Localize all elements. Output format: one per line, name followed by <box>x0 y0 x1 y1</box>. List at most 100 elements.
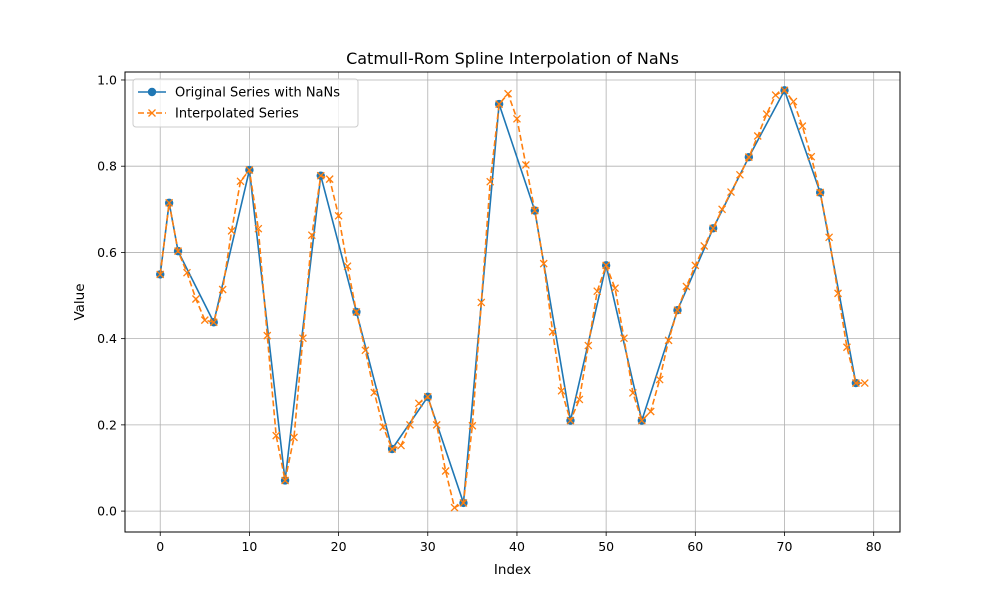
interpolated-data-point <box>611 284 620 293</box>
interpolated-data-point <box>432 420 441 429</box>
interpolated-data-point <box>834 289 842 298</box>
x-tick-label: 80 <box>866 539 882 554</box>
interpolated-data-point <box>539 259 548 268</box>
interpolated-data-point <box>486 177 495 186</box>
interpolated-data-point <box>316 171 325 180</box>
chart-title: Catmull-Rom Spline Interpolation of NaNs <box>346 49 679 68</box>
interpolated-data-point <box>557 386 566 395</box>
x-tick-label: 0 <box>156 539 164 554</box>
x-tick-label: 60 <box>687 539 703 554</box>
interpolated-data-point <box>379 423 388 431</box>
interpolated-data-point <box>200 316 209 325</box>
interpolated-data-point <box>174 247 183 256</box>
interpolated-data-point <box>593 287 602 296</box>
interpolated-data-point <box>798 122 807 131</box>
interpolated-data-point <box>272 431 281 440</box>
interpolated-data-point <box>352 307 361 316</box>
interpolated-series-line <box>159 89 865 509</box>
interpolated-data-point <box>700 241 709 250</box>
interpolated-data-point <box>191 295 200 303</box>
interpolated-data-point <box>290 433 298 442</box>
legend-label: Interpolated Series <box>175 107 299 122</box>
interpolated-data-point <box>655 375 664 384</box>
y-axis-title: Value <box>72 283 88 320</box>
series-layer <box>156 86 869 512</box>
interpolated-data-point <box>718 205 727 214</box>
interpolated-data-point <box>673 306 682 315</box>
interpolated-data-point <box>816 188 825 197</box>
legend-marker <box>148 109 156 117</box>
x-tick-label: 20 <box>331 539 347 554</box>
interpolated-data-point <box>727 188 735 197</box>
x-axis-title: Index <box>494 562 531 578</box>
interpolated-data-point <box>646 407 655 416</box>
interpolated-data-point <box>637 416 646 425</box>
interpolated-data-point <box>664 336 673 345</box>
legend: Original Series with NaNs Interpolated Se… <box>132 78 359 128</box>
interpolated-data-point <box>227 226 236 235</box>
interpolated-data-point <box>414 399 423 408</box>
legend-marker <box>147 87 157 97</box>
interpolated-data-point <box>495 100 504 109</box>
x-tick-label: 40 <box>509 539 525 554</box>
interpolated-data-point <box>361 346 370 355</box>
interpolated-data-point <box>183 268 191 277</box>
interpolated-data-point <box>521 160 530 169</box>
x-tick-label: 50 <box>598 539 614 554</box>
y-tick-label: 0.6 <box>97 245 117 260</box>
interpolated-data-point <box>842 343 851 352</box>
interpolated-data-point <box>691 261 700 270</box>
interpolated-data-point <box>851 379 860 388</box>
interpolated-data-point <box>298 334 307 343</box>
x-tick-label: 70 <box>777 539 793 554</box>
grid <box>125 72 900 532</box>
interpolated-data-point <box>620 334 628 343</box>
plot-frame <box>124 71 901 533</box>
series-interpolated <box>156 86 869 512</box>
interpolated-data-point <box>397 441 405 450</box>
interpolated-data-point <box>512 114 521 123</box>
y-tick-label: 0.2 <box>97 417 117 432</box>
interpolated-data-point <box>459 498 468 507</box>
interpolated-data-point <box>735 170 744 179</box>
legend-box <box>132 78 359 128</box>
interpolated-data-point <box>477 298 486 307</box>
y-tick-label: 1.0 <box>97 72 117 87</box>
interpolated-data-point <box>771 91 780 100</box>
y-tick-label: 0.4 <box>97 331 117 346</box>
interpolated-data-point <box>236 177 245 186</box>
y-tick-label: 0.8 <box>97 159 117 174</box>
interpolated-data-point <box>566 416 575 425</box>
interpolated-data-point <box>325 175 334 184</box>
interpolated-data-point <box>789 97 798 106</box>
interpolated-data-point <box>548 327 557 336</box>
interpolated-data-point <box>584 341 593 350</box>
interpolated-data-point <box>602 261 611 270</box>
interpolated-data-point <box>441 467 450 475</box>
interpolated-data-point <box>281 476 290 485</box>
interpolated-data-point <box>860 379 869 388</box>
interpolated-data-point <box>753 132 762 140</box>
interpolated-data-point <box>628 389 637 397</box>
interpolated-data-point <box>744 153 753 162</box>
interpolated-data-point <box>504 89 513 98</box>
interpolated-data-point <box>334 211 343 220</box>
x-tick-label: 10 <box>241 539 257 554</box>
interpolated-data-point <box>254 224 263 233</box>
interpolated-data-point <box>762 110 771 118</box>
interpolated-data-point <box>245 166 254 175</box>
interpolated-data-point <box>682 282 691 291</box>
interpolated-data-point <box>423 392 432 401</box>
interpolated-data-point <box>218 285 227 294</box>
interpolated-data-point <box>307 231 316 240</box>
x-tick-label: 30 <box>420 539 436 554</box>
axis-ticks: 0 10 20 30 40 50 60 70 80 0.0 0.2 0.4 0.6 0.8 1.0 <box>97 72 882 554</box>
interpolated-data-point <box>575 395 584 404</box>
interpolated-data-point <box>530 206 539 215</box>
interpolated-data-point <box>807 152 816 161</box>
interpolated-data-point <box>450 503 459 512</box>
interpolated-data-point <box>370 388 379 397</box>
interpolated-data-point <box>825 233 834 242</box>
interpolated-data-point <box>405 420 414 429</box>
